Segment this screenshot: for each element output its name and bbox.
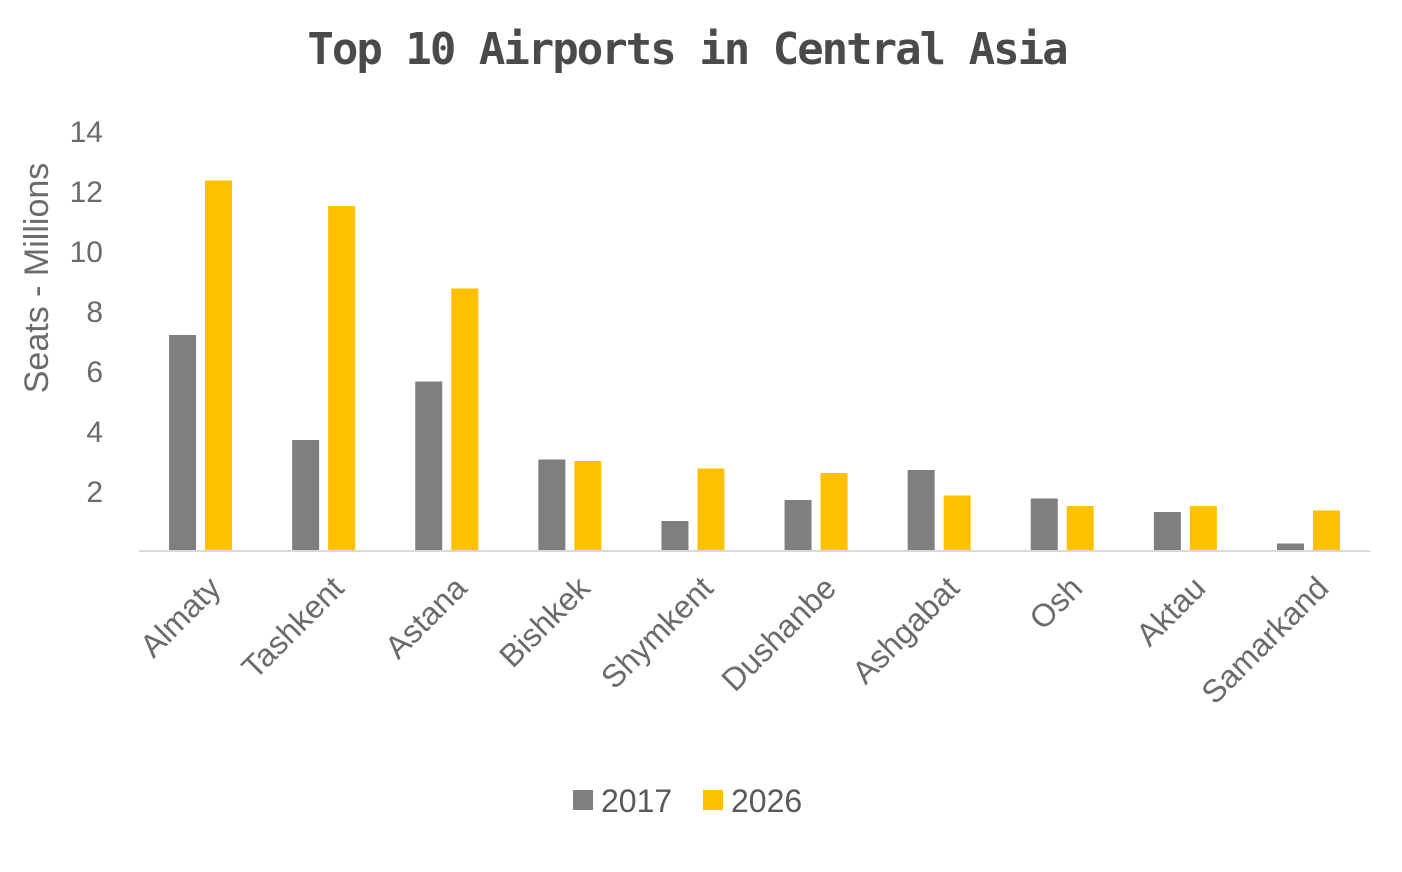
- bar-2026-bishkek: [574, 461, 602, 551]
- bar-2026-shymkent: [697, 468, 725, 551]
- y-tick-label: 10: [70, 236, 103, 269]
- x-tick-label: Ashgabat: [845, 569, 966, 690]
- bar-2017-bishkek: [538, 459, 566, 551]
- x-tick-label: Samarkand: [1194, 569, 1335, 710]
- x-tick-label: Aktau: [1129, 569, 1212, 652]
- y-tick-label: 14: [70, 116, 103, 149]
- x-axis-ticks: Almaty Tashkent Astana BishkekShymkentDusha…: [133, 569, 1336, 711]
- bar-2017-almaty: [169, 335, 197, 551]
- bar-2017-ashgabat: [907, 470, 935, 551]
- bar-2017-shymkent: [661, 521, 689, 551]
- y-tick-label: 4: [86, 416, 103, 449]
- bars: [169, 180, 1340, 551]
- legend: 2017 2026: [573, 783, 802, 819]
- bar-2026-samarkand: [1312, 510, 1340, 551]
- legend-label-2017: 2017: [601, 783, 672, 819]
- y-tick-label: 6: [86, 356, 103, 389]
- bar-2026-astana: [451, 288, 479, 551]
- x-tick-label: Osh: [1022, 569, 1089, 636]
- bar-2017-astana: [415, 381, 443, 551]
- x-tick-label: Tashkent: [235, 569, 351, 685]
- y-axis-label: Seats - Millions: [18, 163, 56, 394]
- chart-title: Top 10 Airports in Central Asia: [307, 24, 1066, 75]
- x-tick-label: Almaty: [133, 569, 228, 664]
- bar-2026-almaty: [205, 180, 233, 551]
- bar-2026-dushanbe: [820, 473, 848, 551]
- y-tick-label: 8: [86, 296, 103, 329]
- bar-2017-aktau: [1153, 512, 1181, 551]
- legend-label-2026: 2026: [731, 783, 802, 819]
- y-tick-label: 2: [86, 476, 103, 509]
- bar-2026-tashkent: [328, 206, 356, 551]
- bar-2017-samarkand: [1276, 543, 1304, 551]
- bar-2017-tashkent: [292, 440, 320, 551]
- bar-2017-dushanbe: [784, 500, 812, 551]
- x-tick-label: Astana: [378, 569, 474, 665]
- y-axis-ticks: 2 4 6 8 10 12 14: [70, 116, 103, 509]
- legend-swatch-2026: [703, 790, 723, 810]
- bar-2026-aktau: [1189, 506, 1217, 551]
- legend-swatch-2017: [573, 790, 593, 810]
- x-tick-label: Dushanbe: [714, 569, 843, 698]
- bar-2026-osh: [1066, 506, 1094, 551]
- bar-2026-ashgabat: [943, 495, 971, 551]
- bar-2017-osh: [1030, 498, 1058, 551]
- x-tick-label: Shymkent: [594, 569, 720, 695]
- y-tick-label: 12: [70, 176, 103, 209]
- x-tick-label: Bishkek: [492, 569, 597, 674]
